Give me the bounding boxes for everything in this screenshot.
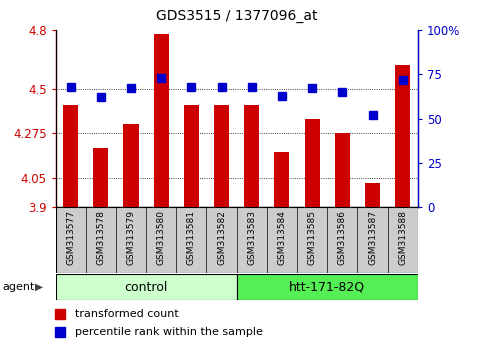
- Bar: [184, 105, 199, 207]
- Text: agent: agent: [2, 282, 35, 292]
- Bar: [154, 34, 169, 207]
- Text: GSM313580: GSM313580: [156, 210, 166, 266]
- Text: GSM313584: GSM313584: [277, 210, 286, 265]
- Bar: [124, 125, 139, 207]
- Text: GSM313577: GSM313577: [66, 210, 75, 266]
- Bar: [56, 274, 237, 300]
- Text: ▶: ▶: [35, 282, 43, 292]
- Text: GSM313578: GSM313578: [96, 210, 105, 266]
- Text: GSM313582: GSM313582: [217, 210, 226, 265]
- Bar: [335, 133, 350, 207]
- Bar: [365, 183, 380, 207]
- Bar: [63, 105, 78, 207]
- Bar: [214, 105, 229, 207]
- Bar: [244, 105, 259, 207]
- Bar: [395, 65, 410, 207]
- Bar: [305, 119, 320, 207]
- Text: GSM313581: GSM313581: [187, 210, 196, 266]
- Text: GSM313579: GSM313579: [127, 210, 136, 266]
- Text: htt-171-82Q: htt-171-82Q: [289, 281, 365, 293]
- Bar: [274, 152, 289, 207]
- Text: transformed count: transformed count: [75, 309, 179, 319]
- Bar: [93, 148, 108, 207]
- Text: control: control: [125, 281, 168, 293]
- Text: GSM313585: GSM313585: [308, 210, 317, 266]
- Text: GSM313583: GSM313583: [247, 210, 256, 266]
- Text: GSM313586: GSM313586: [338, 210, 347, 266]
- Bar: [237, 274, 418, 300]
- Text: percentile rank within the sample: percentile rank within the sample: [75, 327, 263, 337]
- Text: GDS3515 / 1377096_at: GDS3515 / 1377096_at: [156, 9, 317, 23]
- Text: GSM313588: GSM313588: [398, 210, 407, 266]
- Text: GSM313587: GSM313587: [368, 210, 377, 266]
